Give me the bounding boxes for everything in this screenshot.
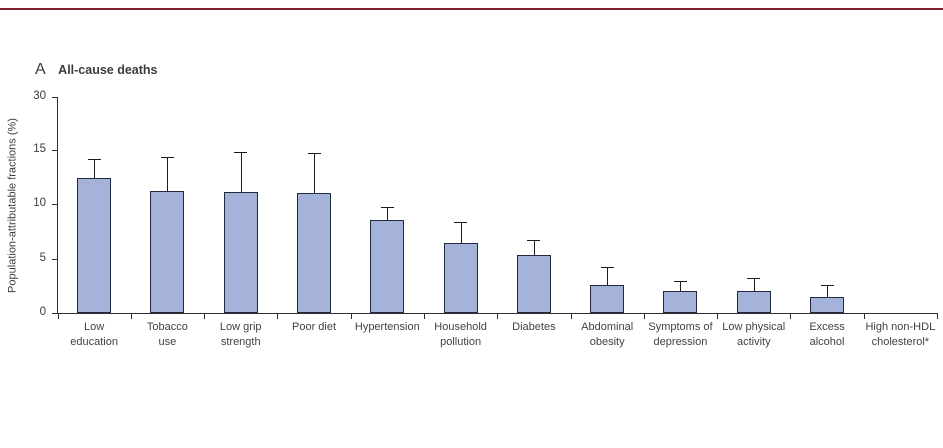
bar-diabetes — [516, 255, 551, 313]
error-bar-cap — [747, 278, 761, 280]
panel-header: A All-cause deaths — [35, 61, 158, 79]
x-category-label: Symptoms of depression — [644, 320, 717, 350]
y-tick-label: 0 — [39, 306, 46, 318]
x-category-label: High non-HDL cholesterol* — [864, 320, 937, 350]
error-bar-cap — [454, 221, 468, 223]
error-bar-stem — [314, 153, 316, 194]
error-bar-stem — [607, 267, 609, 285]
x-category-label: Abdominal obesity — [571, 320, 644, 350]
bar-low-grip-strength — [223, 192, 258, 313]
bar-low-education — [77, 178, 112, 313]
x-category-label-line: Tobacco — [146, 321, 188, 333]
x-category-label-line: Hypertension — [354, 321, 420, 333]
x-tick-mark — [130, 314, 132, 319]
x-category-label: Low grip strength — [204, 320, 277, 350]
x-category-label-line: Diabetes — [512, 321, 556, 333]
x-axis-line — [57, 313, 938, 314]
x-tick-mark — [57, 314, 59, 319]
bar-low-physical-activity — [736, 291, 771, 313]
panel-letter: A — [35, 61, 47, 78]
y-tick-label: 15 — [33, 143, 46, 155]
x-category-label-line: Excess — [809, 321, 845, 333]
bar-symptoms-of-depression — [663, 291, 698, 313]
x-category-label-line: Low physical — [722, 321, 786, 333]
bar-excess-alcohol — [810, 296, 845, 313]
y-tick-label: 5 — [39, 251, 46, 264]
bar-household-pollution — [443, 243, 478, 313]
x-category-label: Poor diet — [277, 320, 350, 335]
x-category-label-line: pollution — [440, 336, 482, 348]
bar-poor-diet — [297, 193, 332, 313]
x-category-label-line: education — [70, 336, 118, 348]
x-tick-mark — [570, 314, 572, 319]
error-bar-stem — [94, 158, 96, 179]
x-category-label: Low education — [58, 320, 131, 350]
y-tick-mark — [52, 150, 57, 151]
x-category-label: Diabetes — [497, 320, 570, 335]
bar-tobacco-use — [150, 191, 185, 313]
x-tick-mark — [937, 314, 938, 319]
error-bar-cap — [160, 156, 174, 158]
x-category-label-line: Abdominal — [581, 321, 634, 333]
x-category-label-line: High non-HDL — [865, 321, 936, 333]
x-category-label-line: activity — [736, 336, 771, 348]
x-category-label-line: alcohol — [809, 336, 845, 348]
x-tick-mark — [497, 314, 499, 319]
y-tick-label: 30 — [33, 90, 46, 102]
x-category-label-line: depression — [653, 336, 708, 348]
y-tick-mark — [52, 258, 57, 260]
top-rule — [0, 8, 943, 10]
y-axis-line — [57, 97, 58, 314]
error-bar-cap — [380, 206, 394, 208]
error-bar-stem — [167, 156, 169, 192]
panel-title: All-cause deaths — [58, 63, 158, 77]
x-tick-mark — [643, 314, 645, 319]
x-category-label-line: Household — [434, 321, 487, 333]
x-category-label-line: strength — [220, 336, 261, 348]
error-bar-cap — [600, 267, 614, 269]
bar-abdominal-obesity — [590, 284, 625, 313]
x-category-label: Household pollution — [424, 320, 497, 350]
x-category-label-line: cholesterol* — [871, 336, 930, 348]
x-category-label: Excess alcohol — [790, 320, 863, 350]
x-category-label: Hypertension — [351, 320, 424, 335]
error-bar-cap — [673, 281, 687, 283]
x-tick-mark — [277, 314, 279, 319]
x-tick-mark — [863, 314, 865, 319]
error-bar-stem — [460, 221, 462, 244]
error-bar-stem — [240, 152, 242, 193]
x-tick-mark — [717, 314, 719, 319]
error-bar-stem — [533, 240, 535, 256]
error-bar-stem — [753, 278, 755, 292]
y-tick-mark — [52, 204, 57, 206]
error-bar-stem — [827, 284, 829, 297]
y-tick-mark — [52, 313, 57, 314]
x-category-label: Tobacco use — [131, 320, 204, 350]
error-bar-cap — [527, 240, 541, 242]
x-category-label-line: Low grip — [219, 321, 262, 333]
error-bar-cap — [307, 153, 321, 155]
x-category-label: Low physical activity — [717, 320, 790, 350]
y-tick-mark — [52, 97, 57, 98]
x-tick-mark — [423, 314, 425, 319]
x-tick-mark — [350, 314, 352, 319]
x-tick-mark — [790, 314, 792, 319]
x-category-label-line: Poor diet — [292, 321, 337, 333]
x-category-label-line: Low — [84, 321, 105, 333]
error-bar-cap — [87, 158, 101, 160]
y-tick-label: 10 — [33, 197, 46, 210]
error-bar-stem — [387, 206, 389, 220]
x-category-label-line: use — [158, 336, 177, 348]
error-bar-stem — [680, 281, 682, 292]
x-category-label-line: Symptoms of — [648, 321, 713, 333]
error-bar-cap — [820, 284, 834, 286]
bar-hypertension — [370, 219, 405, 313]
x-category-label-line: obesity — [589, 336, 625, 348]
error-bar-cap — [234, 152, 248, 154]
x-tick-mark — [204, 314, 206, 319]
